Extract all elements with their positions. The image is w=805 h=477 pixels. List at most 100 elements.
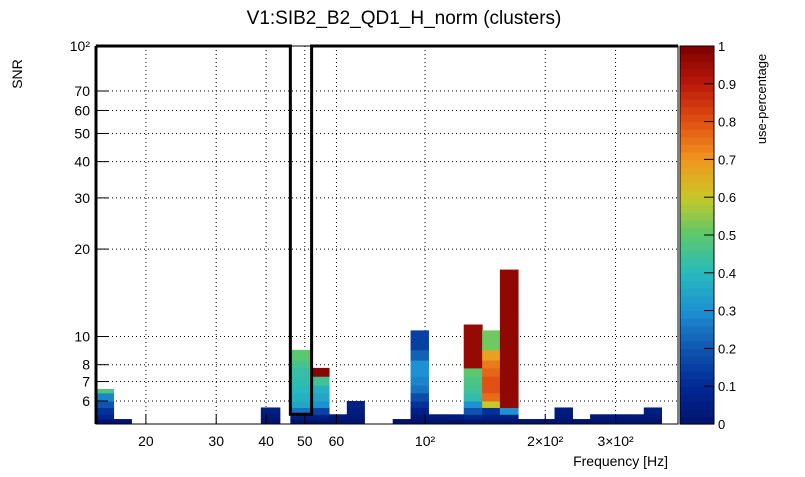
heatmap-cell	[499, 330, 519, 351]
colorbar-segment	[680, 144, 714, 153]
heatmap-cell	[463, 419, 483, 424]
colorbar-segment	[680, 386, 714, 395]
heatmap-cell	[410, 419, 429, 424]
heatmap-cell	[290, 349, 312, 361]
heatmap-cell	[410, 360, 429, 369]
colorbar-segment	[680, 257, 714, 266]
colorbar-segment	[680, 227, 714, 236]
heatmap-cell	[311, 400, 330, 408]
colorbar-segment	[680, 46, 714, 55]
colorbar-tick-label: 0.4	[718, 266, 736, 281]
y-tick-label: 6	[82, 393, 90, 409]
heatmap-cell	[499, 392, 519, 402]
colorbar-segment	[680, 212, 714, 221]
colorbar-segment	[680, 136, 714, 145]
heatmap-cell	[463, 376, 483, 386]
y-tick-label: 50	[74, 125, 90, 141]
y-tick-label: 10²	[70, 38, 91, 54]
heatmap-cell	[463, 367, 483, 377]
heatmap-cell	[346, 407, 365, 415]
colorbar-segment	[680, 393, 714, 402]
heatmap-cell	[346, 414, 365, 420]
heatmap-cell	[290, 360, 312, 369]
colorbar-segment	[680, 159, 714, 168]
x-tick-label: 30	[208, 433, 224, 449]
colorbar-segment	[680, 76, 714, 85]
heatmap-cell	[607, 414, 627, 420]
heatmap-cell	[290, 414, 312, 420]
colorbar-segment	[680, 68, 714, 77]
colorbar-segment	[680, 204, 714, 213]
colorbar-segment	[680, 318, 714, 327]
x-axis: 20 30 40 50 60 10² 2×10² 3×10²	[138, 414, 634, 449]
y-tick-label: 7	[82, 374, 90, 390]
heatmap-cell	[572, 419, 591, 424]
heatmap-cell	[329, 419, 348, 424]
heatmap-cell	[626, 414, 645, 420]
colorbar-segment	[680, 310, 714, 319]
chart-title: V1:SIB2_B2_QD1_H_norm (clusters)	[247, 8, 562, 29]
heatmap-cell	[410, 407, 429, 415]
heatmap-cell	[463, 400, 483, 408]
colorbar-segment	[680, 83, 714, 92]
colorbar-segment	[680, 197, 714, 206]
heatmap-cell	[290, 392, 312, 402]
heatmap-cell	[499, 400, 519, 408]
heatmap-cell	[482, 385, 501, 394]
y-axis-label: SNR	[9, 59, 25, 89]
colorbar-segment	[680, 355, 714, 365]
heatmap-cell	[626, 419, 645, 424]
colorbar-segment	[680, 129, 714, 138]
colorbar-segment	[680, 340, 714, 349]
heatmap-cell	[96, 392, 115, 402]
colorbar-segment	[680, 166, 714, 176]
heatmap-cell	[96, 407, 115, 415]
heatmap-cell	[499, 367, 519, 377]
colorbar-segment	[680, 265, 714, 274]
colorbar-segment	[680, 363, 714, 372]
x-tick-label: 2×10²	[527, 433, 564, 449]
heatmap-cell	[463, 360, 483, 369]
heatmap-cell	[482, 360, 501, 369]
y-tick-label: 70	[74, 83, 90, 99]
heatmap-cell	[96, 388, 115, 394]
heatmap-cell	[446, 419, 465, 424]
colorbar-segment	[680, 295, 714, 304]
y-tick-label: 20	[74, 241, 90, 257]
colorbar-segment	[680, 91, 714, 100]
heatmap-cell	[290, 376, 312, 386]
colorbar-tick-label: 0.1	[718, 379, 736, 394]
colorbar-tick-label: 0	[718, 417, 725, 432]
colorbar-tick-label: 1	[718, 39, 725, 54]
heatmap-cell	[260, 419, 281, 424]
heatmap-cell	[260, 414, 281, 420]
heatmap-cell	[410, 392, 429, 402]
x-tick-label: 3×10²	[597, 433, 634, 449]
heatmap-cell	[607, 419, 627, 424]
plot-area	[96, 46, 678, 424]
heatmap-cell	[311, 367, 330, 377]
heatmap-cell	[410, 330, 429, 351]
heatmap-cell	[482, 330, 501, 351]
x-tick-label: 60	[329, 433, 345, 449]
colorbar-segment	[680, 121, 714, 130]
heatmap-cell	[499, 414, 519, 420]
heatmap-cell	[463, 324, 483, 331]
colorbar-segment	[680, 280, 714, 289]
colorbar-tick-label: 0.9	[718, 77, 736, 92]
heatmap-cell	[463, 330, 483, 351]
heatmap-cell	[346, 419, 365, 424]
y-tick-label: 8	[82, 357, 90, 373]
colorbar-tick-label: 0.5	[718, 228, 736, 243]
colorbar-segment	[680, 272, 714, 281]
heatmap-cell	[482, 349, 501, 361]
colorbar-segment	[680, 182, 714, 191]
heatmap-cell	[482, 392, 501, 402]
x-tick-label: 20	[138, 433, 154, 449]
y-axis: 6 78 10 20 30 40 50 60 70 10²	[70, 38, 108, 409]
x-tick-label: 50	[297, 433, 313, 449]
heatmap-cell	[499, 360, 519, 369]
colorbar-segment	[680, 401, 714, 410]
y-tick-label: 60	[74, 102, 90, 118]
